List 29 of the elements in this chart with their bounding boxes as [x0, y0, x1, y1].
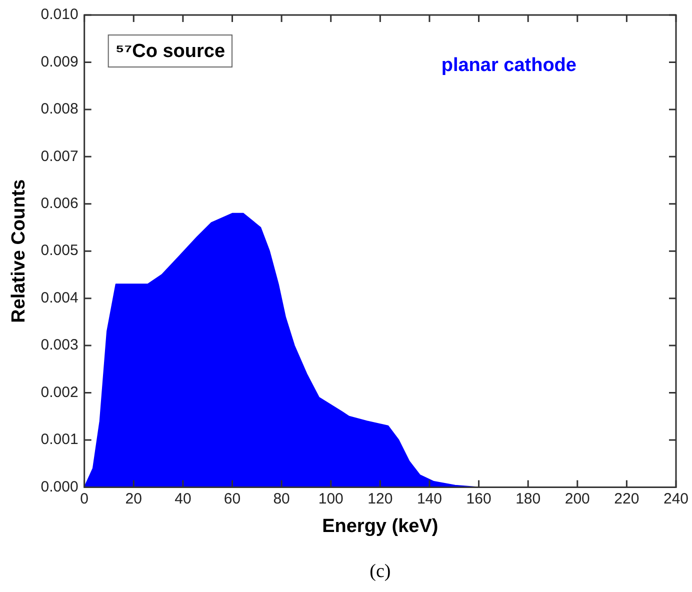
x-tick-label: 20 [125, 490, 142, 508]
x-tick-label: 80 [273, 490, 290, 508]
y-tick-label: 0.008 [40, 100, 78, 118]
y-tick-label: 0.009 [40, 53, 78, 70]
x-tick-label: 140 [416, 490, 442, 508]
x-tick-label: 220 [614, 490, 640, 508]
annotation: planar cathode [441, 55, 576, 76]
x-axis-title: Energy (keV) [322, 516, 438, 537]
y-axis-title: Relative Counts [8, 179, 30, 323]
y-tick-label: 0.005 [40, 242, 78, 260]
y-tick-label: 0.004 [40, 289, 78, 306]
y-tick-label: 0.007 [40, 148, 78, 165]
y-tick-label: 0.003 [40, 336, 78, 354]
y-tick-label: 0.000 [40, 478, 78, 496]
annotation: ⁵⁷Co source [115, 41, 226, 62]
x-tick-label: 160 [466, 490, 492, 508]
x-tick-label: 200 [564, 490, 590, 508]
x-tick-label: 120 [368, 490, 393, 508]
y-tick-label: 0.006 [40, 195, 78, 212]
y-tick-label: 0.010 [40, 6, 78, 24]
y-tick-label: 0.001 [40, 431, 78, 448]
x-tick-label: 60 [224, 490, 241, 508]
x-tick-label: 100 [318, 490, 344, 508]
x-tick-label: 240 [663, 490, 689, 508]
x-tick-label: 40 [174, 490, 192, 508]
y-tick-label: 0.002 [40, 384, 78, 401]
x-tick-label: 180 [516, 490, 541, 508]
text: (c) [370, 560, 391, 582]
x-tick-label: 0 [80, 490, 89, 508]
